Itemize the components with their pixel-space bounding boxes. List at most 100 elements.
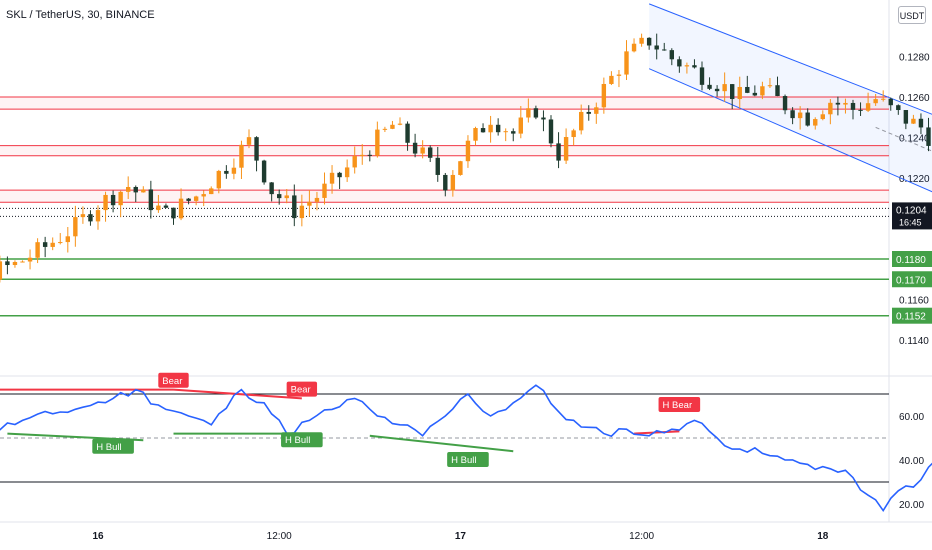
candle-body — [699, 67, 705, 85]
divergence-label-text: H Bear — [663, 400, 693, 411]
level-price-tag — [892, 307, 932, 324]
candle-body — [518, 117, 523, 134]
candle-body — [322, 183, 327, 198]
candle-body — [0, 261, 3, 280]
divergence-label-text: Bear — [162, 376, 182, 387]
candle-body — [443, 174, 448, 191]
candle-body — [224, 170, 229, 174]
candle-body — [118, 191, 123, 206]
divergence-label-text: H Bull — [451, 455, 476, 466]
candle-body — [435, 157, 440, 175]
candle-body — [631, 43, 637, 52]
candle-body — [171, 207, 176, 219]
candle-body — [465, 140, 471, 162]
candle-body — [405, 123, 410, 143]
candle-body — [692, 65, 697, 68]
bull-divergence-line — [369, 434, 514, 453]
candle-body — [752, 92, 758, 96]
candle-body — [639, 37, 644, 44]
candle-body — [277, 194, 282, 199]
candle-body — [480, 128, 486, 133]
bear-label — [658, 397, 701, 412]
time-tick-label: 12:00 — [629, 531, 654, 542]
candle-body — [888, 98, 893, 106]
candle-body — [88, 214, 93, 222]
bear-label — [286, 381, 318, 397]
candle-body — [495, 124, 501, 133]
candle-body — [428, 147, 433, 158]
price-tick-label: 0.1240 — [899, 134, 930, 145]
candle-body — [209, 188, 214, 195]
candle-body — [911, 118, 916, 124]
candle-body — [669, 50, 674, 60]
candle-body — [473, 128, 478, 141]
time-tick-label: 18 — [817, 531, 829, 542]
level-price-label: 0.1152 — [896, 312, 926, 323]
bear-divergence-line — [634, 430, 680, 435]
candle-body — [20, 261, 25, 263]
candle-body — [918, 118, 924, 128]
candle-body — [624, 51, 629, 75]
candle-body — [5, 261, 10, 266]
candle-body — [820, 114, 825, 120]
last-price-countdown: 16:45 — [899, 217, 922, 227]
candle-body — [178, 198, 184, 219]
candle-body — [367, 154, 372, 156]
candle-body — [352, 156, 357, 168]
level-price-label: 0.1180 — [896, 255, 926, 266]
candle-body — [375, 129, 380, 156]
time-tick-label: 16 — [92, 531, 104, 542]
candle-body — [594, 107, 599, 114]
candle-body — [926, 127, 931, 146]
candle-body — [775, 85, 780, 97]
candle-body — [737, 86, 742, 100]
candle-body — [95, 210, 101, 222]
candle-body — [299, 205, 305, 219]
channel-lower-line — [648, 68, 932, 193]
level-price-tag — [892, 271, 932, 288]
price-tick-label: 0.1220 — [899, 174, 930, 185]
level-price-label: 0.1170 — [896, 275, 926, 286]
candle-body — [133, 186, 138, 193]
currency-button[interactable]: USDT — [898, 6, 926, 24]
candle-body — [805, 112, 810, 126]
candle-body — [420, 147, 425, 154]
candle-body — [110, 194, 116, 206]
candle-body — [239, 144, 244, 168]
candle-body — [42, 242, 48, 247]
candle-body — [231, 167, 237, 174]
candle-body — [148, 189, 154, 211]
candle-body — [541, 117, 546, 120]
candle-body — [261, 160, 267, 183]
oscillator-tick-label: 40.00 — [899, 456, 924, 467]
candle-body — [790, 110, 795, 119]
candle-body — [254, 137, 259, 161]
candle-body — [828, 102, 833, 115]
candle-body — [835, 102, 841, 105]
candle-body — [903, 110, 909, 124]
candle-body — [601, 83, 607, 108]
candle-body — [193, 196, 199, 201]
candle-body — [533, 108, 539, 118]
resistance-zone — [0, 145, 889, 156]
candle-body — [745, 86, 750, 93]
candle-body — [360, 154, 365, 157]
candle-body — [50, 242, 55, 247]
channel-upper-line — [648, 3, 932, 115]
candle-body — [707, 84, 712, 89]
candle-body — [548, 119, 554, 144]
candle-body — [488, 124, 493, 133]
candle-body — [329, 172, 335, 184]
candle-body — [412, 142, 418, 154]
candle-body — [873, 99, 878, 104]
candle-body — [35, 242, 40, 258]
candle-body — [896, 105, 901, 111]
bear-divergence-line — [173, 388, 302, 400]
candle-body — [511, 131, 516, 134]
time-tick-label: 17 — [455, 531, 467, 542]
candle-body — [526, 108, 531, 118]
candle-body — [73, 217, 78, 237]
price-tick-label: 0.1140 — [899, 336, 929, 347]
candle-body — [12, 261, 18, 266]
